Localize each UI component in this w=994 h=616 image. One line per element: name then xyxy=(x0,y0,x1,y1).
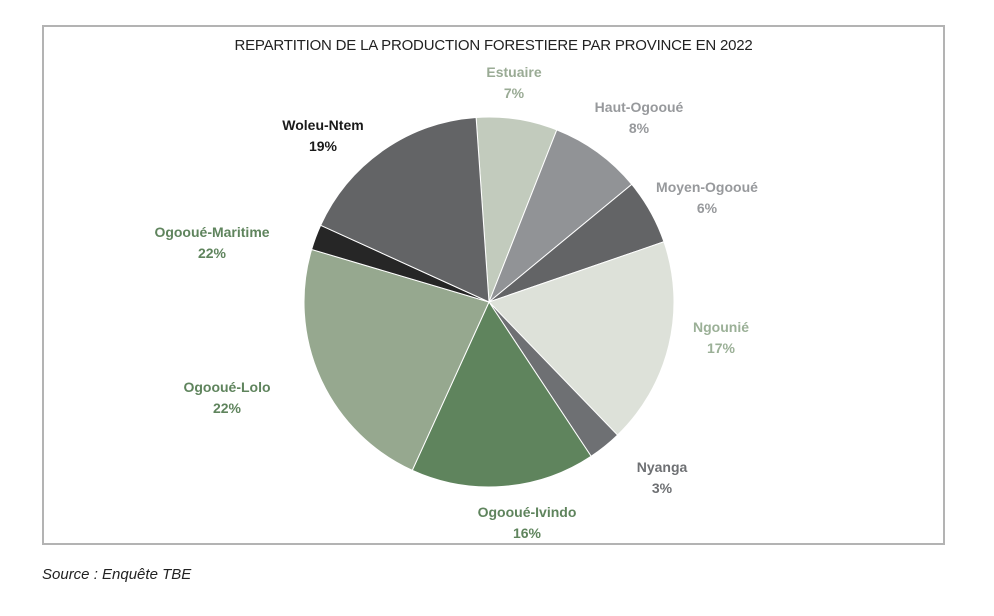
slice-value-label: 8% xyxy=(629,120,650,136)
slice-label: Moyen-Ogooué xyxy=(656,179,758,195)
slice-value-label: 22% xyxy=(198,245,227,261)
slice-value-label: 17% xyxy=(707,340,736,356)
chart-frame: REPARTITION DE LA PRODUCTION FORESTIERE … xyxy=(42,25,945,545)
pie-chart: Estuaire 7% Haut-Ogooué 8% Moyen-Ogooué 6% Ngo… xyxy=(154,64,758,541)
slice-value-label: 19% xyxy=(309,138,338,154)
slice-label: Ogooué-Ivindo xyxy=(478,504,577,520)
pie-slice-ogoou-ivindo xyxy=(411,300,592,488)
pie-slices xyxy=(303,116,675,488)
pie-slice-ogoou-lolo xyxy=(303,248,490,472)
slice-value-label: 7% xyxy=(504,85,525,101)
slice-label: Haut-Ogooué xyxy=(595,99,684,115)
slice-label: Ngounié xyxy=(693,319,749,335)
pie-slice-ngouni- xyxy=(488,241,675,436)
pie-slice-woleu-ntem xyxy=(319,116,490,303)
slice-value-label: 22% xyxy=(213,400,242,416)
slice-label: Estuaire xyxy=(486,64,541,80)
slice-value-label: 3% xyxy=(652,480,673,496)
source-note: Source : Enquête TBE xyxy=(42,566,192,583)
slice-label: Ogooué-Lolo xyxy=(183,379,270,395)
slice-value-label: 16% xyxy=(513,525,542,541)
chart-title: REPARTITION DE LA PRODUCTION FORESTIERE … xyxy=(234,37,753,54)
slice-label: Nyanga xyxy=(637,459,688,475)
pie-labels: Estuaire 7% Haut-Ogooué 8% Moyen-Ogooué 6% Ngo… xyxy=(154,64,758,541)
pie-slice-haut-ogoou- xyxy=(487,129,633,304)
slice-value-label: 6% xyxy=(697,200,718,216)
slice-label: Ogooué-Maritime xyxy=(154,224,269,240)
slice-label: Woleu-Ntem xyxy=(282,117,363,133)
